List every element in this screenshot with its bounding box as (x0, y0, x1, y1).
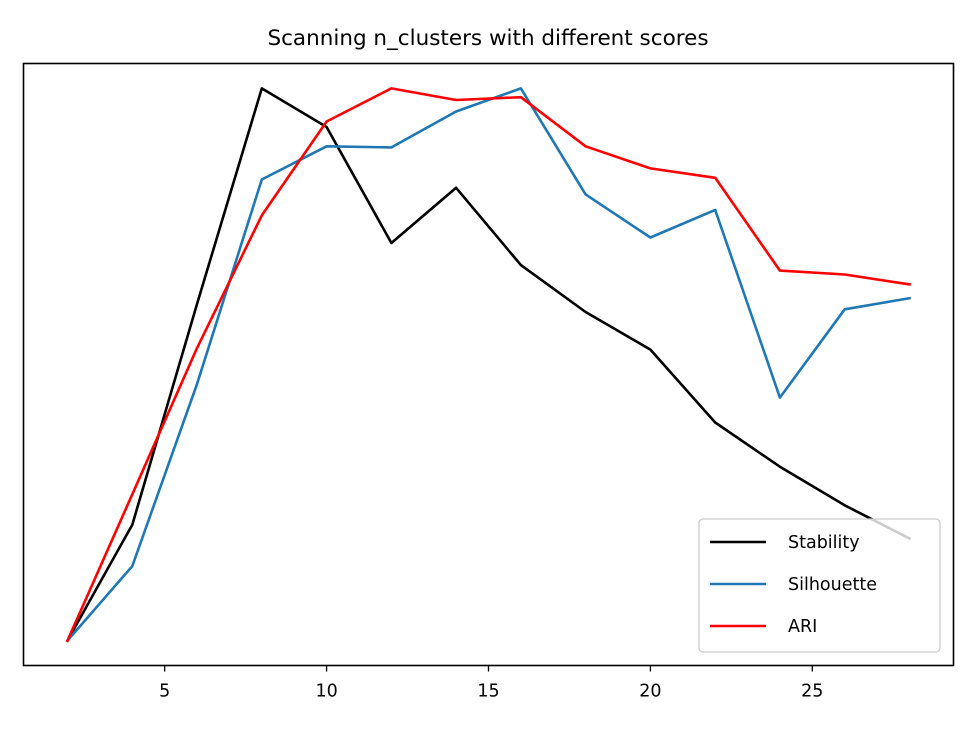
x-tick-label: 20 (639, 682, 661, 702)
x-tick-label: 25 (801, 682, 823, 702)
x-tick-label: 15 (477, 682, 499, 702)
series-line-ari (65, 87, 911, 643)
plot-lines (65, 87, 912, 643)
legend-label-silhouette: Silhouette (788, 575, 877, 595)
x-tick-label: 5 (159, 682, 170, 702)
legend-label-stability: Stability (788, 533, 860, 553)
legend: Stability Silhouette ARI (698, 518, 941, 653)
x-axis-ticks: 5 10 15 20 25 (159, 665, 823, 702)
legend-box (698, 518, 941, 653)
x-tick-label: 10 (315, 682, 337, 702)
chart-title: Scanning n_clusters with different score… (267, 26, 708, 51)
legend-label-ari: ARI (788, 617, 817, 637)
series-line-silhouette (65, 87, 912, 643)
series-line-stability (65, 87, 912, 643)
